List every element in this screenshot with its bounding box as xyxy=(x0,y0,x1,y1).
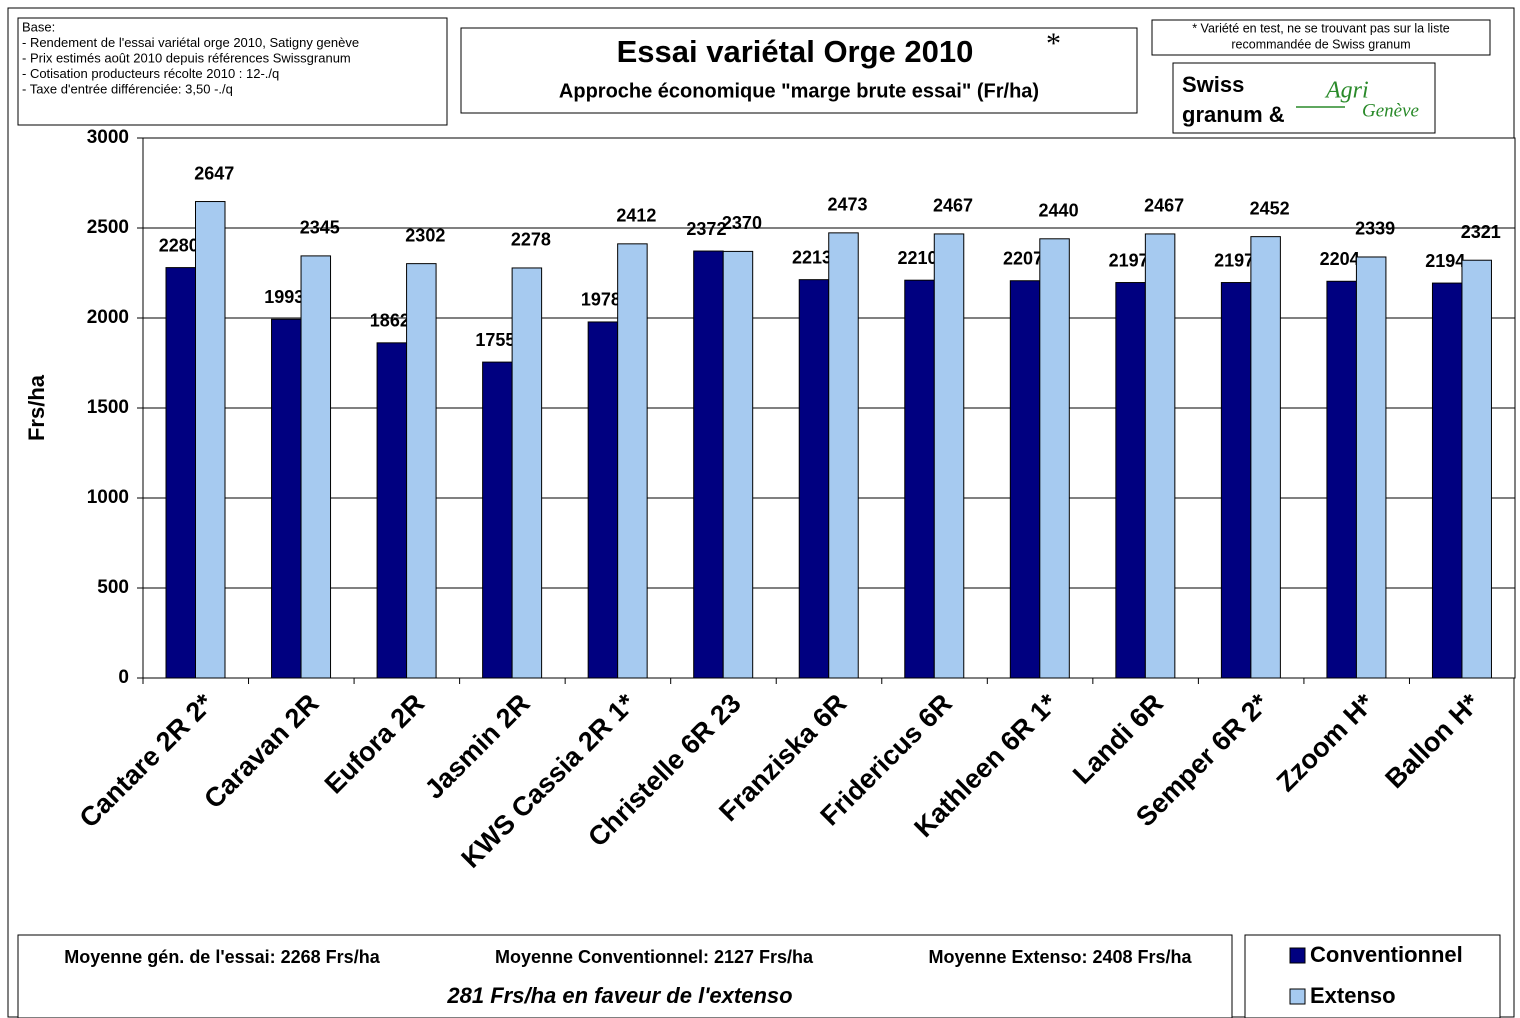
bar xyxy=(300,255,332,679)
bar xyxy=(195,201,226,679)
footer-text: 281 Frs/ha en faveur de l'extenso xyxy=(446,983,792,1008)
bar xyxy=(1039,238,1070,679)
base-note: - Cotisation producteurs récolte 2010 : … xyxy=(22,66,279,81)
bar xyxy=(1461,259,1492,679)
data-label: 2302 xyxy=(405,225,445,245)
base-note: - Rendement de l'essai variétal orge 201… xyxy=(22,35,359,50)
data-label: 2467 xyxy=(933,196,973,216)
bar xyxy=(693,250,724,679)
bar xyxy=(376,342,408,679)
bar xyxy=(1431,282,1463,679)
base-note: - Prix estimés août 2010 depuis référenc… xyxy=(22,50,351,65)
base-note: Base: xyxy=(22,19,55,34)
footer-box xyxy=(17,934,1233,1018)
data-label: 2280 xyxy=(159,235,199,255)
data-label: 1993 xyxy=(264,287,304,307)
bar xyxy=(482,361,513,679)
bar xyxy=(1250,236,1281,679)
title-mark: * xyxy=(1046,27,1061,60)
logo-text: granum & xyxy=(1182,102,1285,127)
bar xyxy=(798,279,830,679)
legend-swatch xyxy=(1289,988,1306,1005)
y-tick-label: 0 xyxy=(118,667,129,688)
bar xyxy=(933,233,965,679)
data-label: 2197 xyxy=(1214,250,1254,270)
data-label: 2210 xyxy=(897,248,937,268)
data-label: 2647 xyxy=(194,163,234,183)
logo-text: Agri xyxy=(1324,78,1369,104)
data-label: 2207 xyxy=(1003,248,1043,268)
top-note: * Variété en test, ne se trouvant pas su… xyxy=(1192,21,1450,35)
data-label: 2452 xyxy=(1250,198,1290,218)
base-note: - Taxe d'entrée différenciée: 3,50 -./q xyxy=(22,81,233,96)
legend-box xyxy=(1244,934,1501,1018)
footer-text: Moyenne Extenso: 2408 Frs/ha xyxy=(928,947,1192,967)
footer-text: Moyenne Conventionnel: 2127 Frs/ha xyxy=(495,947,814,967)
data-label: 2412 xyxy=(616,206,656,226)
data-label: 1755 xyxy=(475,330,515,350)
data-label: 2370 xyxy=(722,213,762,233)
base-box xyxy=(17,17,448,126)
bar xyxy=(1144,233,1176,679)
data-label: 2194 xyxy=(1425,251,1465,271)
bar xyxy=(165,267,196,679)
data-label: 2339 xyxy=(1355,219,1395,239)
bar xyxy=(1009,280,1041,679)
top-note: recommandée de Swiss granum xyxy=(1231,37,1410,51)
footer-text: Moyenne gén. de l'essai: 2268 Frs/ha xyxy=(64,947,380,967)
logo-box xyxy=(1172,62,1436,134)
bar xyxy=(828,232,859,679)
y-tick-label: 500 xyxy=(97,577,129,598)
legend-label: Extenso xyxy=(1310,983,1396,1008)
bar xyxy=(1355,256,1387,679)
y-tick-label: 1500 xyxy=(87,397,129,418)
note-box xyxy=(1151,19,1491,56)
logo-text: Genève xyxy=(1362,100,1419,121)
data-label: 2345 xyxy=(300,218,340,238)
data-label: 2321 xyxy=(1461,222,1501,242)
bar xyxy=(511,267,543,679)
data-label: 2213 xyxy=(792,247,832,267)
data-label: 2440 xyxy=(1039,201,1079,221)
data-label: 2278 xyxy=(511,230,551,250)
legend-swatch xyxy=(1289,947,1306,964)
chart-subtitle: Approche économique "marge brute essai" … xyxy=(559,80,1039,102)
y-tick-label: 2000 xyxy=(87,307,129,328)
data-label: 2204 xyxy=(1320,249,1360,269)
data-label: 2197 xyxy=(1109,250,1149,270)
data-label: 1862 xyxy=(370,311,410,331)
bar xyxy=(587,321,619,679)
bar xyxy=(904,279,935,679)
title-box xyxy=(460,27,1138,114)
data-label: 1978 xyxy=(581,290,621,310)
data-label: 2372 xyxy=(686,219,726,239)
y-tick-label: 3000 xyxy=(87,127,129,148)
y-tick-label: 2500 xyxy=(87,217,129,238)
bar xyxy=(1220,282,1252,679)
y-tick-label: 1000 xyxy=(87,487,129,508)
data-label: 2467 xyxy=(1144,196,1184,216)
y-axis-label: Frs/ha xyxy=(24,374,49,441)
bar xyxy=(271,318,302,679)
bar xyxy=(617,243,648,679)
bar xyxy=(722,250,754,679)
data-label: 2473 xyxy=(827,195,867,215)
chart-title: Essai variétal Orge 2010 xyxy=(617,34,974,69)
bar xyxy=(1326,280,1357,679)
logo-text: Swiss xyxy=(1182,72,1244,97)
legend-label: Conventionnel xyxy=(1310,942,1463,967)
bar xyxy=(1115,282,1146,679)
bar xyxy=(406,263,437,679)
